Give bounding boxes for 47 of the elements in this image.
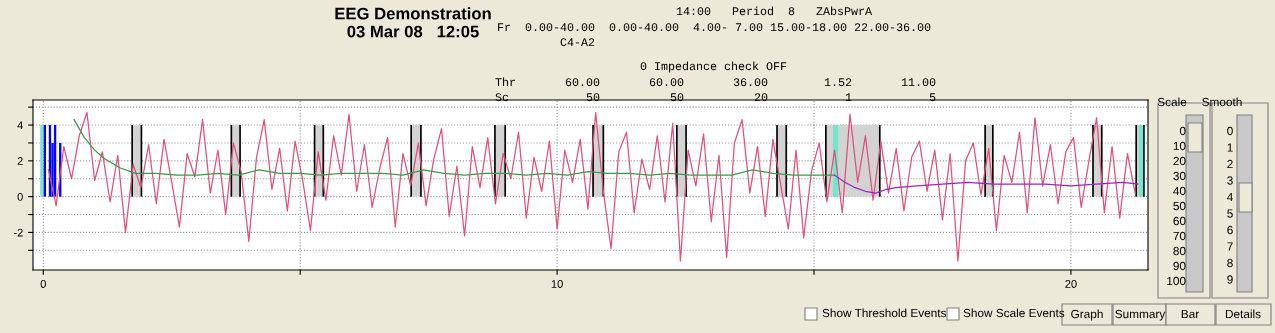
text: 4 bbox=[1226, 192, 1233, 202]
text: 0 bbox=[1227, 126, 1233, 136]
y-tick-label: 0 bbox=[17, 192, 23, 201]
text: Summary bbox=[1115, 309, 1166, 321]
x-tick-label: 0 bbox=[40, 280, 46, 288]
y-tick-label: -2 bbox=[13, 228, 23, 237]
text: 100 bbox=[1167, 276, 1186, 286]
text: C4-A2 bbox=[560, 38, 595, 47]
text: 70 bbox=[1173, 231, 1186, 241]
x-tick-label: 20 bbox=[1065, 280, 1077, 288]
text: 3 bbox=[1227, 176, 1233, 185]
text: 50 bbox=[1173, 201, 1186, 211]
line-series bbox=[833, 174, 1139, 194]
text: Graph bbox=[1071, 309, 1103, 321]
text: 30 bbox=[1173, 171, 1186, 181]
text: 2 bbox=[1227, 159, 1233, 169]
x-tick-label: 10 bbox=[551, 280, 563, 288]
text: 90 bbox=[1173, 261, 1186, 271]
text: Bar bbox=[1181, 309, 1199, 319]
text: 0 bbox=[1179, 126, 1186, 136]
annotation: Sc 50 50 20 1 5 bbox=[495, 93, 936, 102]
text: Smooth bbox=[1202, 97, 1242, 107]
text: 8 bbox=[1227, 258, 1233, 268]
text: 14:00 Period 8 ZAbsPwrA bbox=[676, 6, 873, 16]
line-series bbox=[47, 111, 1136, 262]
text: 5 bbox=[1227, 209, 1233, 218]
text: 9 bbox=[1227, 275, 1233, 284]
text: 7 bbox=[1227, 242, 1233, 251]
chart-subtitle: 03 Mar 08 12:05 bbox=[347, 25, 479, 38]
text: 0 Impedance check OFF bbox=[640, 61, 787, 73]
text: 60 bbox=[1173, 216, 1186, 226]
text: Thr 60.00 60.00 36.00 1.52 11.00 bbox=[495, 77, 936, 87]
text: 20 bbox=[1173, 156, 1186, 166]
y-tick-label: 4 bbox=[17, 121, 23, 130]
text: Show Scale Events bbox=[963, 308, 1065, 318]
text: Details bbox=[1225, 309, 1261, 319]
text: Show Threshold Events bbox=[822, 308, 947, 318]
text: 6 bbox=[1227, 225, 1233, 235]
text: Fr 0.00-40.00 0.00-40.00 4.00- 7.00 15.00-18.00 22.00-36.00 bbox=[498, 23, 931, 32]
text: 1 bbox=[1227, 143, 1233, 152]
chart-title: EEG Demonstration bbox=[335, 7, 491, 20]
text: 10 bbox=[1173, 141, 1186, 151]
y-tick-label: 2 bbox=[17, 157, 23, 165]
text: 40 bbox=[1173, 186, 1186, 196]
text: Scale bbox=[1157, 97, 1187, 107]
text: 80 bbox=[1173, 246, 1186, 256]
line-series bbox=[73, 119, 836, 176]
